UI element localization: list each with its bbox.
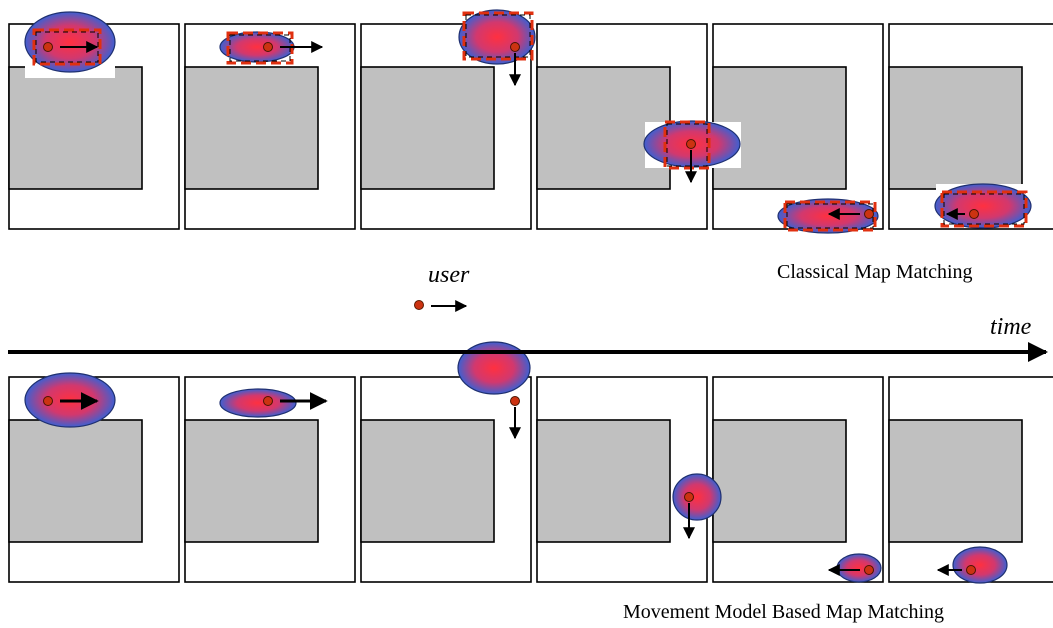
uncertainty-ellipse (24, 11, 116, 73)
matched-road-box (32, 28, 102, 66)
map-frame (8, 376, 180, 583)
map-frame (712, 376, 884, 583)
user-dot-icon (686, 139, 696, 149)
uncertainty-ellipse (934, 183, 1032, 229)
building-block (184, 419, 319, 543)
user-dot-icon (864, 209, 874, 219)
position-estimate (24, 372, 116, 428)
position-estimate (777, 198, 879, 234)
position-estimate (219, 388, 328, 418)
user-dot-icon (864, 565, 874, 575)
position-estimate (934, 183, 1032, 229)
user-dot-icon (43, 396, 53, 406)
building-block (8, 419, 143, 543)
position-estimate (827, 553, 882, 583)
user-dot-icon (43, 42, 53, 52)
matched-road-inner (943, 193, 1025, 225)
position-estimate (672, 473, 722, 540)
matched-road-box (663, 120, 711, 170)
map-frame (360, 23, 532, 230)
position-estimate (643, 120, 741, 184)
frames-layer (8, 23, 1053, 583)
blobs-layer (24, 9, 1032, 584)
user-dot-icon (510, 396, 520, 406)
uncertainty-ellipse (219, 388, 297, 418)
matched-road-box (783, 200, 877, 232)
position-estimate (457, 341, 531, 440)
time-axis-label: time (990, 314, 1032, 340)
matched-road-inner (465, 14, 531, 58)
building-block (888, 419, 1023, 543)
map-frame (184, 376, 356, 583)
uncertainty-ellipse (457, 341, 531, 395)
user-legend (414, 300, 468, 312)
map-frame (536, 376, 708, 583)
user-dot-icon (263, 396, 273, 406)
uncertainty-ellipse (672, 473, 722, 521)
user-dot-icon (684, 492, 694, 502)
building-block (184, 66, 319, 190)
building-block (360, 419, 495, 543)
user-dot-icon (969, 209, 979, 219)
user-dot-icon (414, 300, 424, 310)
uncertainty-ellipse (458, 9, 536, 65)
building-block (360, 66, 495, 190)
position-estimate (24, 11, 116, 78)
position-estimate (458, 9, 536, 87)
building-block (8, 66, 143, 190)
matched-road-box (462, 11, 534, 61)
user-dot-icon (263, 42, 273, 52)
matched-road-box (940, 190, 1028, 228)
uncertainty-ellipse (836, 553, 882, 583)
building-block (712, 419, 847, 543)
matched-road-inner (786, 203, 874, 229)
legend-user-label: user (428, 262, 470, 288)
building-block (888, 66, 1023, 190)
building-block (536, 419, 671, 543)
bottom-row-caption: Movement Model Based Map Matching (623, 601, 945, 623)
user-dot-icon (966, 565, 976, 575)
top-row-caption: Classical Map Matching (777, 261, 973, 283)
position-estimate (219, 31, 324, 65)
uncertainty-ellipse (952, 546, 1008, 584)
user-dot-icon (510, 42, 520, 52)
matched-road-inner (666, 123, 708, 167)
position-estimate (936, 546, 1008, 584)
map-frame (360, 376, 532, 583)
